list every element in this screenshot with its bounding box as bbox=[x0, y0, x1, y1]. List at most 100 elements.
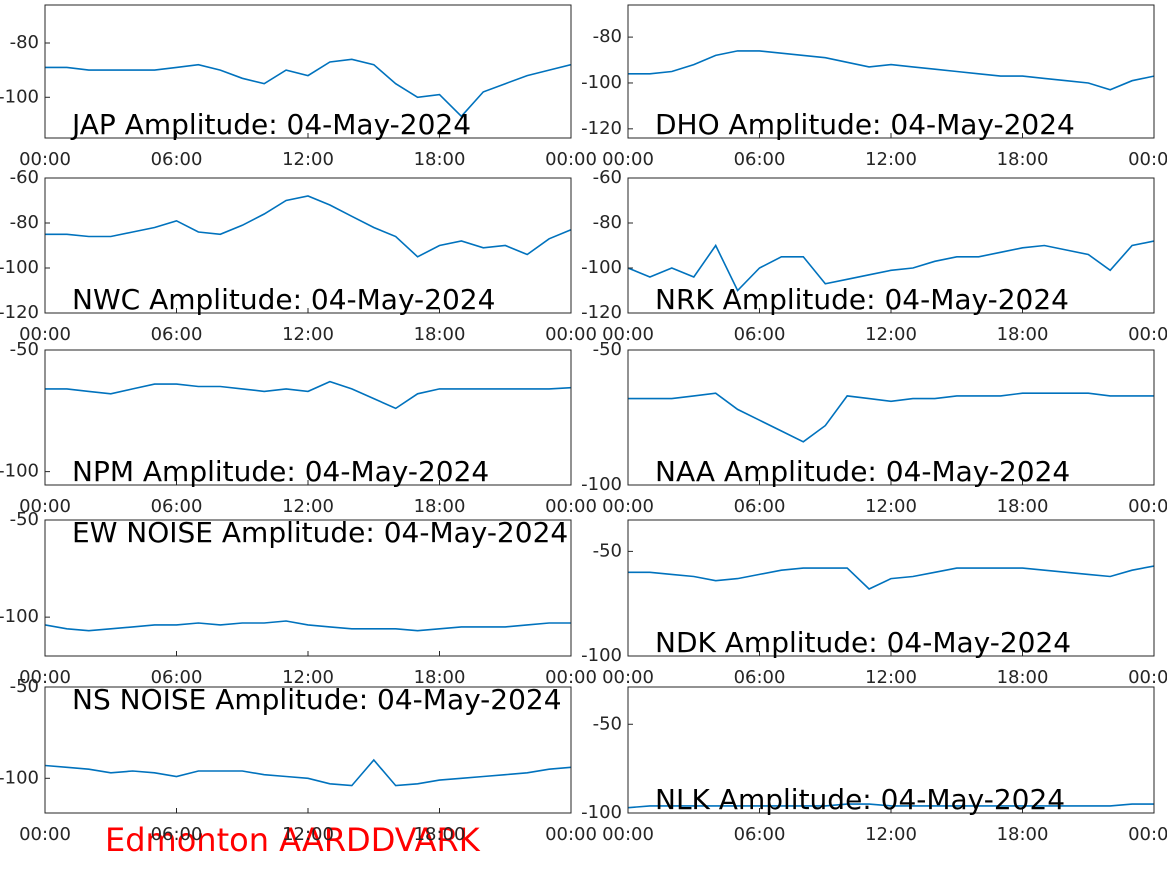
series-group bbox=[45, 58, 571, 118]
series-group bbox=[628, 565, 1154, 590]
plot-area bbox=[628, 350, 1154, 485]
panel: -60-80-100-12000:0006:0012:0018:0000:00N… bbox=[581, 167, 1167, 345]
x-tick-label: 00:00 bbox=[1128, 667, 1167, 688]
x-tick-label: 00:00 bbox=[19, 667, 71, 688]
plot-area bbox=[45, 520, 571, 656]
x-tick-label: 06:00 bbox=[734, 149, 786, 170]
panel-title: NDK Amplitude: 04-May-2024 bbox=[655, 626, 1071, 659]
y-tick-label: -100 bbox=[0, 461, 39, 482]
panel-title: NPM Amplitude: 04-May-2024 bbox=[72, 455, 489, 488]
x-tick-label: 12:00 bbox=[865, 149, 917, 170]
x-tick-label: 06:00 bbox=[151, 667, 203, 688]
x-tick-label: 00:00 bbox=[545, 496, 597, 517]
x-tick-label: 18:00 bbox=[997, 824, 1049, 845]
x-tick-label: 00:00 bbox=[1128, 496, 1167, 517]
data-line bbox=[45, 758, 571, 787]
series-group bbox=[628, 392, 1154, 443]
y-tick-label: -60 bbox=[593, 167, 622, 188]
y-tick-label: -100 bbox=[581, 474, 622, 495]
x-tick-label: 00:00 bbox=[1128, 824, 1167, 845]
y-tick-label: -120 bbox=[581, 302, 622, 323]
plot-area bbox=[45, 687, 571, 813]
x-tick-label: 18:00 bbox=[414, 324, 466, 345]
x-tick-label: 00:00 bbox=[19, 149, 71, 170]
x-tick-label: 06:00 bbox=[734, 824, 786, 845]
y-tick-label: -80 bbox=[10, 32, 39, 53]
plot-area bbox=[628, 520, 1154, 656]
x-tick-label: 06:00 bbox=[151, 824, 203, 845]
x-tick-label: 12:00 bbox=[282, 496, 334, 517]
y-tick-label: -100 bbox=[581, 257, 622, 278]
x-tick-label: 06:00 bbox=[151, 149, 203, 170]
x-tick-label: 12:00 bbox=[865, 824, 917, 845]
series-group bbox=[45, 380, 571, 410]
y-tick-label: -100 bbox=[0, 257, 39, 278]
y-tick-label: -60 bbox=[10, 167, 39, 188]
y-tick-label: -50 bbox=[593, 713, 622, 734]
y-tick-label: -80 bbox=[593, 212, 622, 233]
y-tick-label: -100 bbox=[0, 767, 39, 788]
x-tick-label: 06:00 bbox=[734, 496, 786, 517]
y-tick-label: -100 bbox=[581, 645, 622, 666]
y-tick-label: -80 bbox=[593, 26, 622, 47]
data-line bbox=[628, 392, 1154, 443]
panel: -50 -100 00:00 06:00 12:00 18:00 00:00 NS NOISE… bbox=[0, 676, 597, 845]
y-tick-label: -100 bbox=[581, 72, 622, 93]
x-tick-label: 18:00 bbox=[997, 496, 1049, 517]
series-group bbox=[628, 50, 1154, 91]
panel-title: NS NOISE Amplitude: 04-May-2024 bbox=[72, 683, 562, 716]
x-tick-label: 06:00 bbox=[151, 324, 203, 345]
data-line bbox=[45, 380, 571, 410]
data-line bbox=[628, 803, 1154, 809]
data-line bbox=[628, 565, 1154, 590]
data-line bbox=[45, 195, 571, 258]
x-tick-label: 18:00 bbox=[997, 324, 1049, 345]
plot-area bbox=[628, 687, 1154, 813]
x-tick-label: 00:00 bbox=[602, 824, 654, 845]
x-tick-label: 00:00 bbox=[19, 824, 71, 845]
panel-title: NWC Amplitude: 04-May-2024 bbox=[72, 283, 495, 316]
x-tick-label: 12:00 bbox=[282, 149, 334, 170]
x-tick-label: 00:00 bbox=[545, 667, 597, 688]
x-tick-label: 12:00 bbox=[282, 824, 334, 845]
x-tick-label: 00:00 bbox=[545, 149, 597, 170]
series-group bbox=[45, 195, 571, 258]
x-tick-label: 12:00 bbox=[865, 324, 917, 345]
plot-area bbox=[45, 350, 571, 485]
x-tick-label: 06:00 bbox=[734, 667, 786, 688]
x-tick-label: 06:00 bbox=[734, 324, 786, 345]
y-tick-label: -80 bbox=[10, 212, 39, 233]
x-tick-label: 18:00 bbox=[414, 667, 466, 688]
x-tick-label: 18:00 bbox=[414, 496, 466, 517]
y-tick-label: -50 bbox=[593, 540, 622, 561]
series-group bbox=[628, 803, 1154, 809]
x-tick-label: 06:00 bbox=[151, 496, 203, 517]
x-tick-label: 00:00 bbox=[1128, 149, 1167, 170]
x-tick-label: 00:00 bbox=[19, 496, 71, 517]
plot-area bbox=[45, 178, 571, 313]
panel-title: NAA Amplitude: 04-May-2024 bbox=[655, 455, 1070, 488]
x-tick-label: 00:00 bbox=[19, 324, 71, 345]
x-tick-label: 00:00 bbox=[602, 324, 654, 345]
plot-area bbox=[45, 5, 571, 138]
y-tick-label: -120 bbox=[0, 302, 39, 323]
y-tick-label: -100 bbox=[581, 802, 622, 823]
panel: -80 -100 00:00 06:00 12:00 18:00 00:00 JAP Ampl… bbox=[0, 4, 597, 170]
plot-area bbox=[628, 5, 1154, 138]
panel-title: NLK Amplitude: 04-May-2024 bbox=[655, 783, 1065, 816]
x-tick-label: 12:00 bbox=[865, 496, 917, 517]
y-tick-label: -50 bbox=[10, 339, 39, 360]
series-group bbox=[45, 758, 571, 787]
x-tick-label: 18:00 bbox=[414, 824, 466, 845]
y-tick-label: -100 bbox=[0, 86, 39, 107]
x-tick-label: 00:00 bbox=[545, 824, 597, 845]
panel: -80-100-12000:0006:0012:0018:0000:00DHO … bbox=[581, 4, 1167, 170]
y-tick-label: -100 bbox=[0, 606, 39, 627]
x-tick-label: 12:00 bbox=[282, 667, 334, 688]
panel-title: NRK Amplitude: 04-May-2024 bbox=[655, 283, 1069, 316]
data-line bbox=[45, 620, 571, 632]
